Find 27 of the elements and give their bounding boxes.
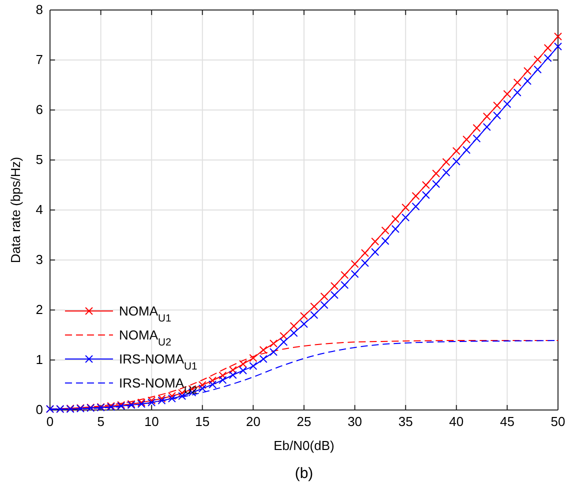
y-tick-label: 5 <box>36 152 43 168</box>
x-tick-label: 45 <box>500 414 514 430</box>
y-axis-title: Data rate (bps/Hz) <box>8 156 23 264</box>
y-tick-label: 0 <box>36 402 43 418</box>
y-tick-label: 1 <box>36 352 43 368</box>
y-tick-label: 3 <box>36 252 43 268</box>
x-tick-label: 20 <box>246 414 260 430</box>
x-tick-label: 40 <box>449 414 464 430</box>
y-tick-label: 4 <box>36 202 43 218</box>
y-tick-label: 6 <box>36 102 43 118</box>
x-tick-label: 35 <box>398 414 413 430</box>
legend-label: IRS-NOMA$_{U2}$ <box>119 376 198 396</box>
x-tick-label: 25 <box>296 414 312 430</box>
y-tick-label: 2 <box>36 302 43 318</box>
x-tick-label: 15 <box>195 414 210 430</box>
x-tick-label: 30 <box>348 414 362 430</box>
legend-label: IRS-NOMA$_{U1}$ <box>119 352 198 372</box>
legend-label: NOMA$_{U1}$ <box>119 304 172 324</box>
x-tick-label: 0 <box>46 414 54 430</box>
legend-label: NOMA$_{U2}$ <box>119 328 172 348</box>
x-axis-title: Eb/N0(dB) <box>274 438 334 453</box>
y-tick-label: 7 <box>36 52 43 68</box>
x-tick-label: 5 <box>97 414 104 430</box>
y-tick-label: 8 <box>36 2 43 18</box>
text: (b) <box>294 465 314 482</box>
x-tick-label: 50 <box>550 414 566 430</box>
x-tick-label: 10 <box>144 414 159 430</box>
